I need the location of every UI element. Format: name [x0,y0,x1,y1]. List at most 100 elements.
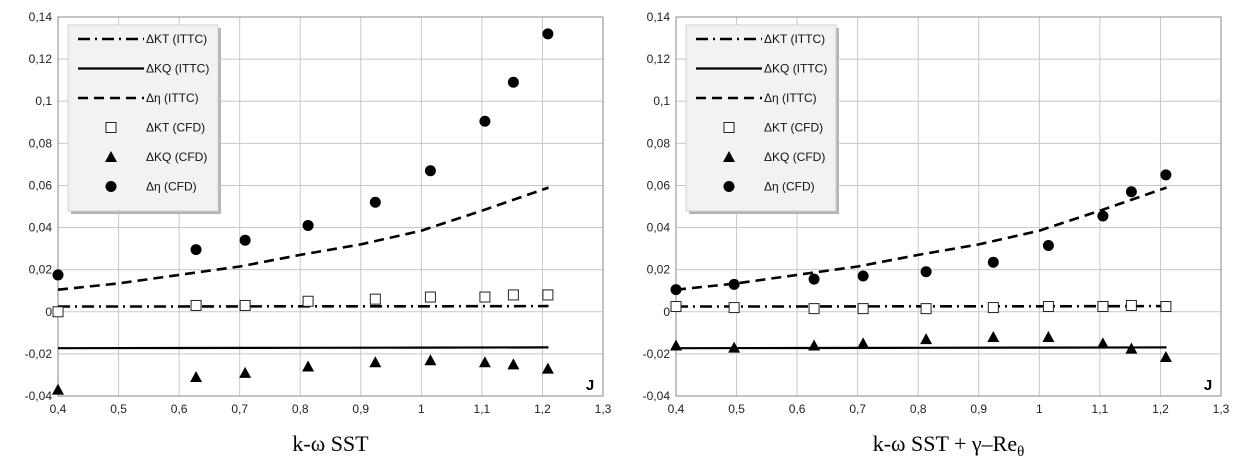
x-tick-label: 1 [1036,402,1043,416]
series-delta-kt-cfd [52,289,554,318]
y-tick-label: -0,04 [25,389,53,403]
x-tick-label: 1,2 [534,402,551,416]
series-line [57,346,549,350]
legend-item-delta-eta-cfd: Δη (CFD) [105,180,197,194]
series-delta-eta-cfd [670,169,1172,296]
data-point [542,289,554,301]
data-point [424,354,437,366]
x-tick-label: 0,4 [50,402,67,416]
axis-label-j: J [1204,377,1212,394]
series-delta-kq-ittc [57,346,549,350]
y-tick-label: 0,06 [647,178,671,192]
data-point [728,278,740,290]
data-point [808,303,820,315]
y-tick-label: -0,02 [643,347,671,361]
legend-label: ΔKQ (CFD) [146,150,207,164]
data-point [190,244,202,256]
series-line [675,346,1167,350]
legend-label: Δη (ITTC) [146,91,199,105]
y-tick-label: 0,08 [29,136,53,150]
legend-item-delta-kt-cfd: ΔKT (CFD) [723,121,823,135]
legend-item-delta-eta-cfd: Δη (CFD) [723,180,815,194]
x-tick-label: 1 [418,402,425,416]
legend-label: Δη (CFD) [764,180,815,194]
legend-box [685,24,837,212]
x-tick-label: 1,3 [1213,402,1230,416]
data-point [424,291,436,303]
data-point [1125,342,1138,354]
chart-right-k-omega-sst-gamma-re: -0,04 -0,02 0 0,02 0,04 0,06 0,08 0,1 0,12 0,14 0,… [643,10,1230,460]
x-tick-label: 1,1 [1092,402,1109,416]
data-point [1097,210,1109,222]
legend-label: Δη (CFD) [146,180,197,194]
data-point [987,256,999,268]
data-point [369,196,381,208]
x-tick-label: 0,4 [668,402,685,416]
data-point [1042,239,1054,251]
data-point [302,219,314,231]
legend-item-delta-kq-ittc: ΔKQ (ITTC) [696,62,827,76]
legend-item-delta-eta-ittc: Δη (ITTC) [696,91,817,105]
x-tick-label: 1,1 [474,402,491,416]
data-point [728,302,740,314]
legend-label: Δη (ITTC) [764,91,817,105]
series-delta-kt-cfd [670,299,1172,315]
data-point [987,331,1000,343]
y-tick-label: 0,1 [653,94,670,108]
legend-swatch [105,181,117,192]
x-tick-label: 0,5 [728,402,745,416]
legend-label: ΔKT (ITTC) [146,32,207,46]
legend-item-delta-kt-cfd: ΔKT (CFD) [105,121,205,135]
legend-swatch [105,122,117,133]
legend: ΔKT (ITTC) ΔKQ (ITTC) Δη (ITTC) ΔKT (CFD) ΔK… [685,24,839,214]
data-point [302,360,315,372]
data-point [857,303,869,315]
axis-label-j: J [586,377,594,394]
data-point [1125,299,1137,311]
series-delta-kq-cfd [52,354,554,395]
data-point [808,273,820,285]
legend-item-delta-eta-ittc: Δη (ITTC) [78,91,199,105]
x-tick-label: 1,2 [1152,402,1169,416]
legend-item-delta-kq-cfd: ΔKQ (CFD) [105,150,207,164]
series-delta-kq-ittc [675,346,1167,350]
plot-area [675,16,1222,397]
legend-swatch [723,151,735,162]
data-point [239,299,251,311]
data-point [239,366,252,378]
data-point [1159,351,1172,363]
data-point [987,302,999,314]
data-point [190,371,203,383]
y-tick-label: -0,02 [25,347,53,361]
legend-swatch [105,151,117,162]
x-tick-label: 0,6 [789,402,806,416]
chart-caption: k-ω SST [292,431,369,456]
x-tick-label: 0,8 [292,402,309,416]
legend: ΔKT (ITTC) ΔKQ (ITTC) Δη (ITTC) ΔKT (CFD) ΔK… [67,24,221,214]
data-point [670,284,682,296]
series-delta-kq-cfd [670,331,1172,363]
data-point [52,383,64,395]
data-point [808,339,821,351]
data-point [507,289,519,301]
data-point [52,306,64,318]
data-point [1042,301,1054,313]
data-point [1160,301,1172,313]
y-tick-label: 0,14 [29,10,53,24]
x-tick-label: 0,9 [970,402,987,416]
y-tick-label: 0,02 [29,263,53,277]
legend-item-delta-kt-ittc: ΔKT (ITTC) [696,32,825,46]
y-tick-label: 0,1 [35,94,52,108]
data-point [541,362,554,374]
data-point [728,341,741,353]
data-point [424,165,436,177]
legend-box [67,24,219,212]
data-point [1125,186,1137,198]
data-point [857,270,869,282]
x-tick-label: 0,5 [110,402,127,416]
x-tick-label: 0,7 [231,402,248,416]
series-line [675,186,1167,291]
x-tick-label: 1,3 [595,402,612,416]
data-point [479,115,491,127]
